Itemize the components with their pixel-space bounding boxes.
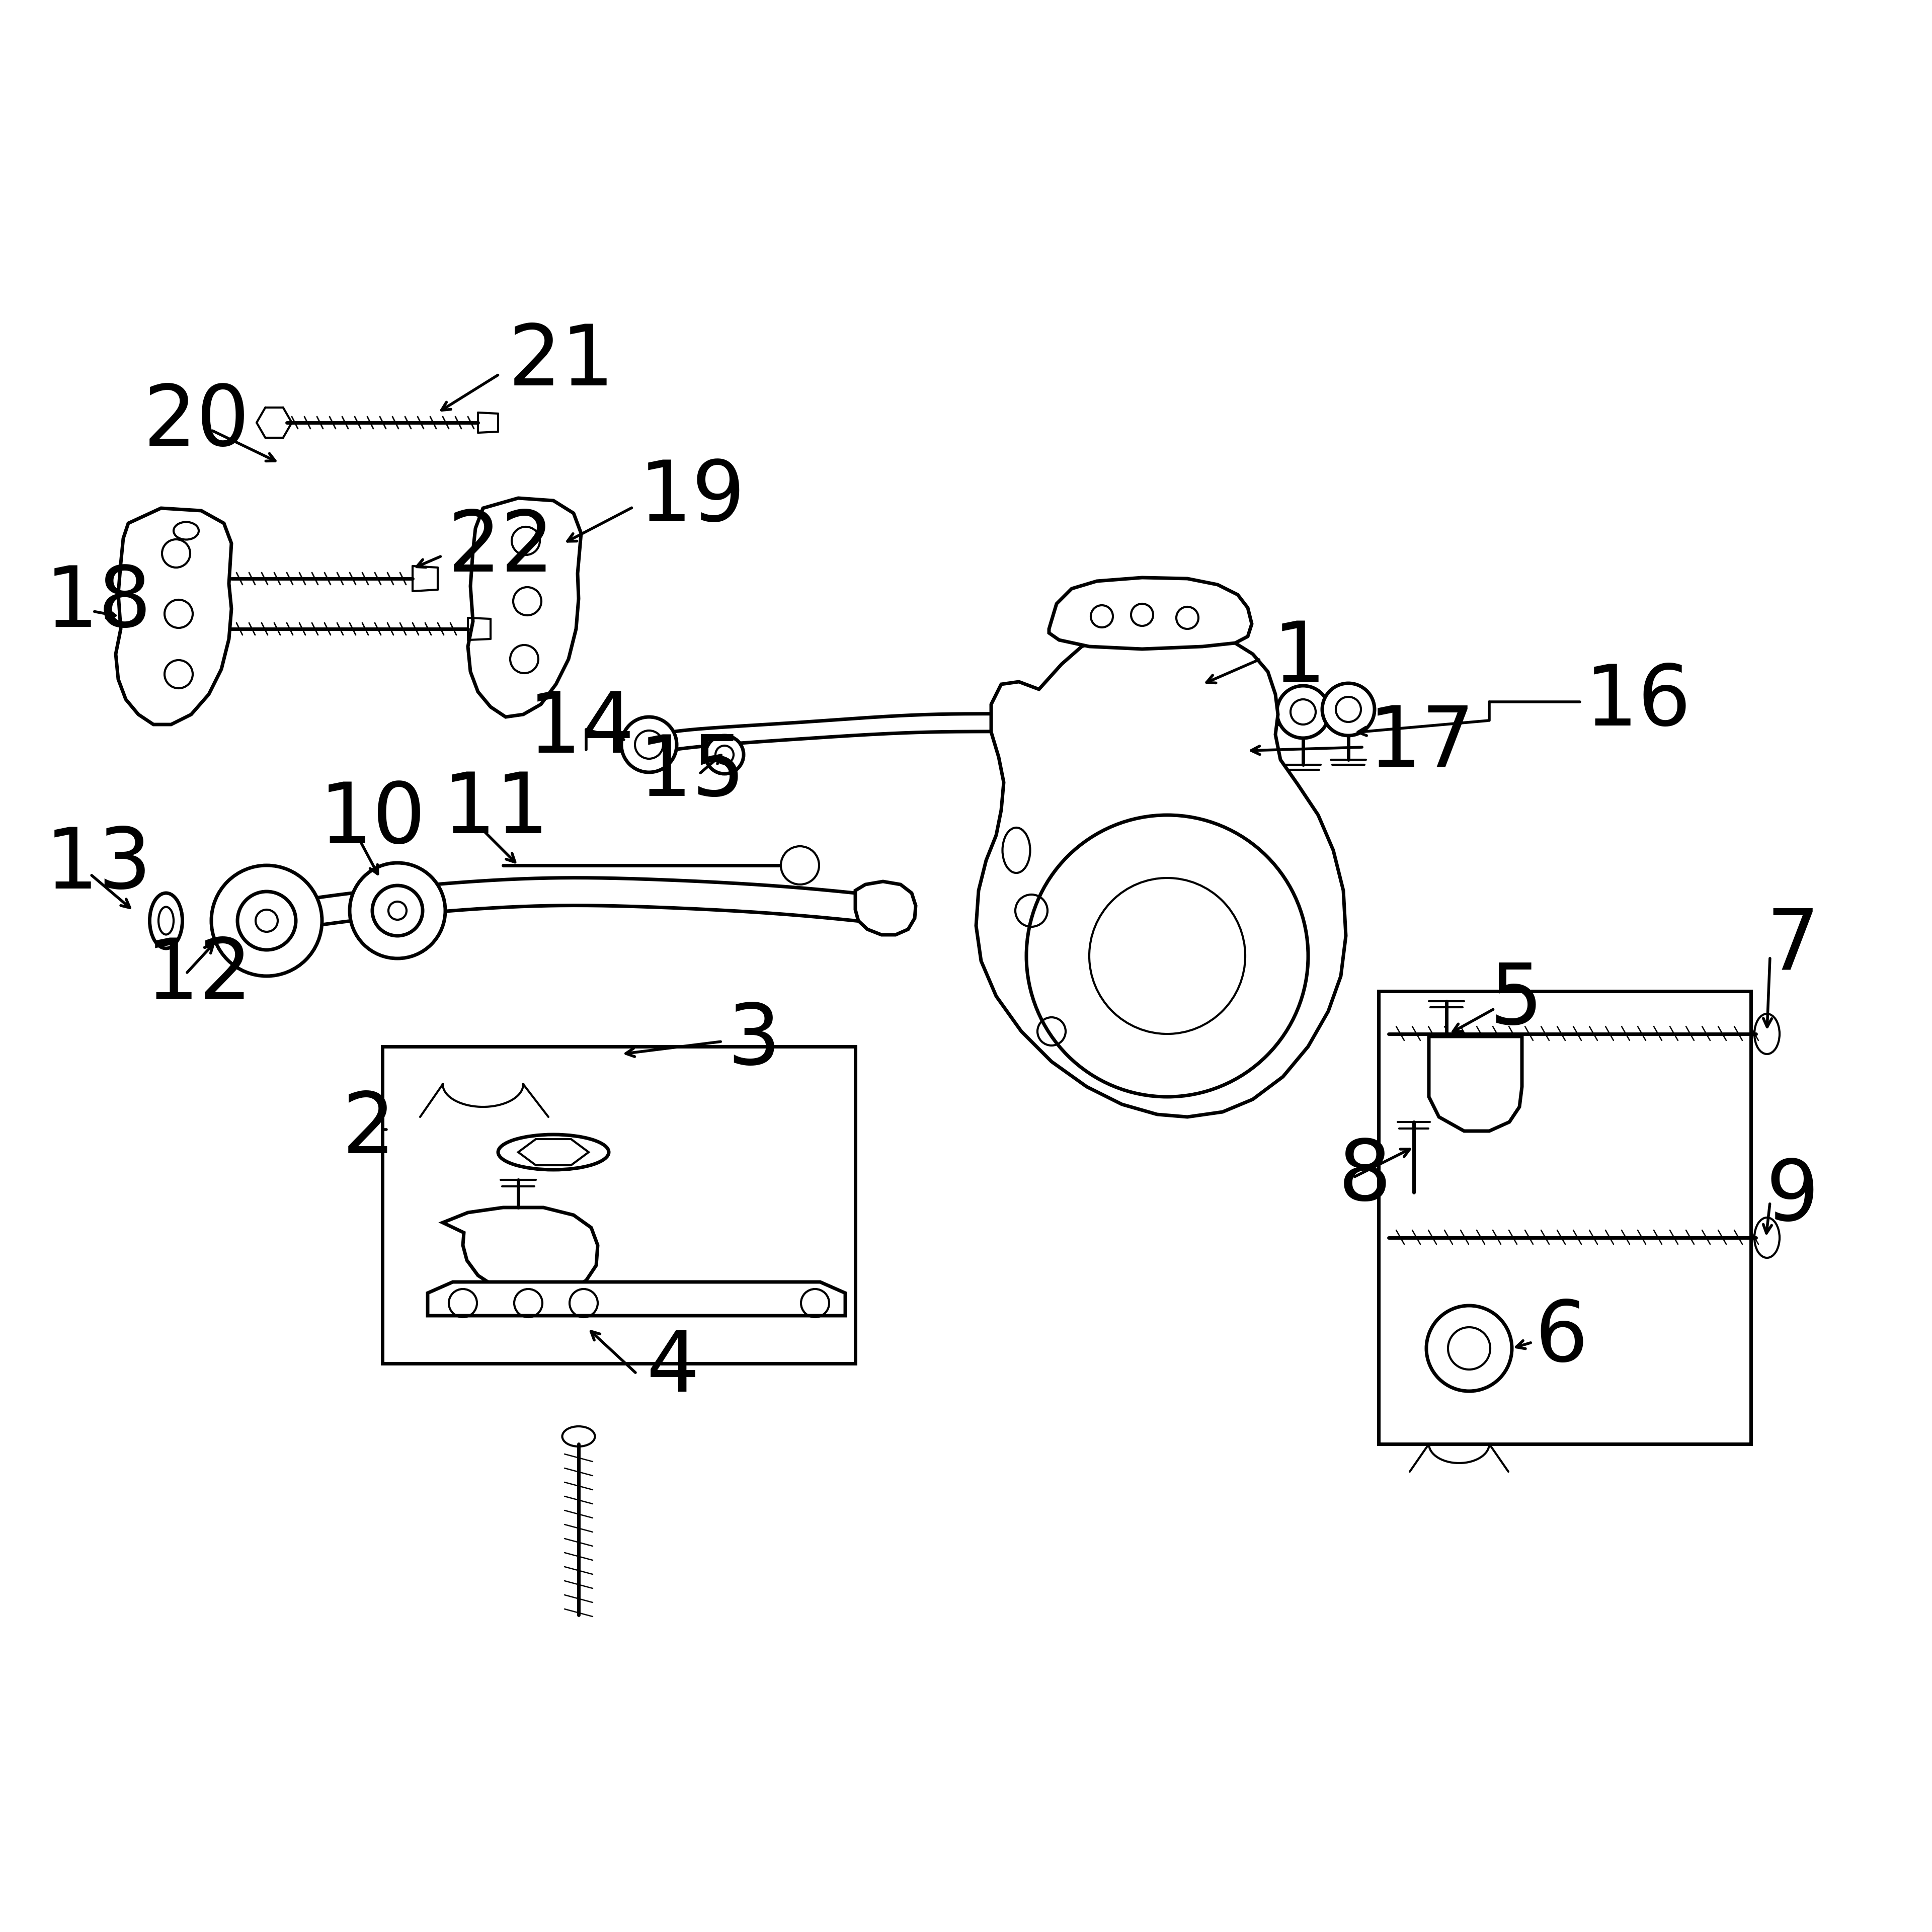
Text: 8: 8 xyxy=(1339,1136,1391,1219)
Polygon shape xyxy=(468,498,582,717)
Circle shape xyxy=(1321,684,1374,736)
Text: 21: 21 xyxy=(508,321,614,404)
Polygon shape xyxy=(1430,1036,1522,1130)
Circle shape xyxy=(350,864,444,958)
Text: 22: 22 xyxy=(448,508,554,589)
Circle shape xyxy=(622,717,676,773)
Text: 20: 20 xyxy=(143,383,249,464)
Text: 19: 19 xyxy=(639,458,746,539)
Polygon shape xyxy=(427,1283,846,1316)
Text: 5: 5 xyxy=(1490,960,1542,1041)
Bar xyxy=(1379,991,1750,1443)
Polygon shape xyxy=(442,1208,597,1296)
Polygon shape xyxy=(976,628,1347,1117)
Text: 7: 7 xyxy=(1766,904,1820,987)
Circle shape xyxy=(705,736,744,775)
Text: 9: 9 xyxy=(1766,1157,1820,1238)
Polygon shape xyxy=(856,881,916,935)
Text: 14: 14 xyxy=(527,688,636,771)
Circle shape xyxy=(1026,815,1308,1097)
Text: 11: 11 xyxy=(442,769,549,850)
Text: 6: 6 xyxy=(1534,1296,1588,1379)
Circle shape xyxy=(1426,1306,1513,1391)
Text: 13: 13 xyxy=(44,825,153,906)
Polygon shape xyxy=(1049,578,1252,649)
Text: 12: 12 xyxy=(147,935,253,1016)
Text: 4: 4 xyxy=(647,1327,699,1410)
Text: 2: 2 xyxy=(342,1088,396,1171)
Text: 3: 3 xyxy=(726,1001,781,1082)
Text: 10: 10 xyxy=(319,779,427,862)
Bar xyxy=(383,1047,856,1364)
Text: 1: 1 xyxy=(1273,618,1325,699)
Text: 17: 17 xyxy=(1368,703,1476,784)
Text: 15: 15 xyxy=(639,732,746,813)
Circle shape xyxy=(1209,732,1246,771)
Text: 16: 16 xyxy=(1584,661,1692,744)
Circle shape xyxy=(211,866,323,976)
Circle shape xyxy=(1277,686,1329,738)
Circle shape xyxy=(781,846,819,885)
Text: 18: 18 xyxy=(44,562,153,645)
Polygon shape xyxy=(116,508,232,725)
